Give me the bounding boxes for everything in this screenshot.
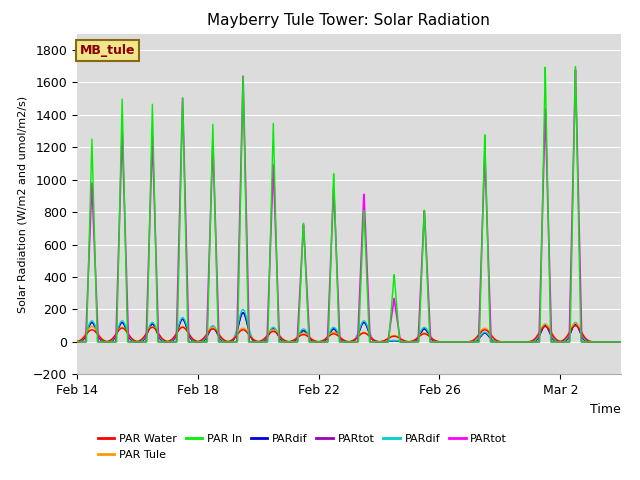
X-axis label: Time: Time — [590, 403, 621, 416]
Title: Mayberry Tule Tower: Solar Radiation: Mayberry Tule Tower: Solar Radiation — [207, 13, 490, 28]
Y-axis label: Solar Radiation (W/m2 and umol/m2/s): Solar Radiation (W/m2 and umol/m2/s) — [17, 96, 27, 312]
Text: MB_tule: MB_tule — [79, 44, 135, 57]
Legend: PAR Water, PAR Tule, PAR In, PARdif, PARtot, PARdif, PARtot: PAR Water, PAR Tule, PAR In, PARdif, PAR… — [93, 430, 511, 464]
